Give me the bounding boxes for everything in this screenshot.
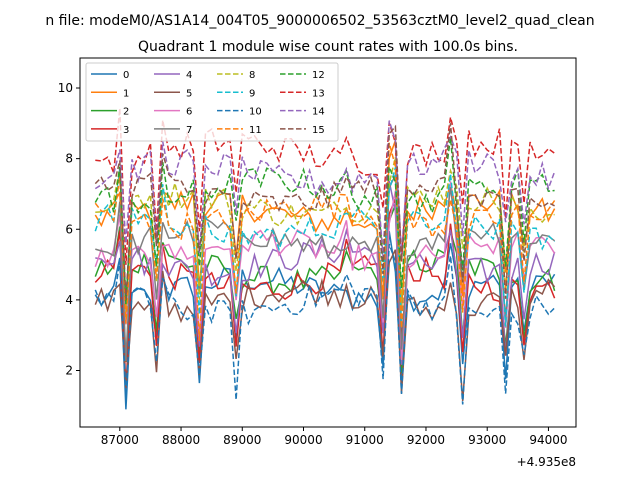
series-line-11 bbox=[94, 142, 556, 342]
legend-label-14: 14 bbox=[312, 107, 325, 118]
legend-box bbox=[85, 62, 339, 142]
series-line-0 bbox=[94, 230, 556, 410]
series-line-15 bbox=[94, 123, 555, 300]
x-tick-label: 94000 bbox=[529, 433, 567, 447]
legend-label-5: 5 bbox=[186, 88, 192, 99]
legend-label-10: 10 bbox=[249, 107, 262, 118]
legend-label-7: 7 bbox=[186, 125, 192, 136]
x-tick-label: 90000 bbox=[284, 433, 322, 447]
x-tick-label: 89000 bbox=[223, 433, 261, 447]
legend-label-13: 13 bbox=[312, 88, 325, 99]
chart-title: Quadrant 1 module wise count rates with … bbox=[138, 39, 518, 55]
x-tick-label: 93000 bbox=[468, 433, 506, 447]
x-tick-label: 92000 bbox=[407, 433, 445, 447]
series-line-13 bbox=[95, 108, 556, 265]
legend-label-12: 12 bbox=[312, 70, 325, 81]
series-line-5 bbox=[94, 249, 556, 402]
x-tick-label: 87000 bbox=[101, 433, 139, 447]
x-offset-label: +4.935e8 bbox=[517, 455, 576, 469]
x-tick-label: 91000 bbox=[346, 433, 384, 447]
legend-label-8: 8 bbox=[249, 70, 255, 81]
legend-label-15: 15 bbox=[312, 125, 325, 136]
y-tick-label: 8 bbox=[65, 152, 73, 166]
legend-label-0: 0 bbox=[123, 70, 129, 81]
series-line-7 bbox=[95, 174, 556, 362]
x-tick-label: 88000 bbox=[162, 433, 200, 447]
plot-lines bbox=[94, 108, 556, 410]
legend-label-9: 9 bbox=[249, 88, 255, 99]
series-line-14 bbox=[94, 120, 556, 258]
series-line-10 bbox=[94, 243, 556, 405]
y-tick-label: 10 bbox=[58, 81, 73, 95]
legend-label-1: 1 bbox=[123, 88, 129, 99]
x-axis: 87000 88000 89000 90000 91000 92000 93000 94000 bbox=[101, 427, 568, 447]
legend-label-6: 6 bbox=[186, 107, 192, 118]
y-axis: 2 4 6 8 10 bbox=[58, 81, 80, 378]
y-tick-label: 6 bbox=[65, 222, 73, 236]
legend-label-4: 4 bbox=[186, 70, 192, 81]
y-tick-label: 2 bbox=[65, 364, 73, 378]
series-line-3 bbox=[94, 198, 556, 389]
series-line-2 bbox=[94, 204, 556, 374]
legend-label-11: 11 bbox=[249, 125, 262, 136]
y-tick-label: 4 bbox=[65, 293, 73, 307]
axes-frame bbox=[79, 57, 577, 428]
series-line-12 bbox=[94, 137, 555, 305]
suptitle: n file: modeM0/AS1A14_004T05_9000006502_… bbox=[45, 13, 594, 29]
legend-label-3: 3 bbox=[123, 125, 129, 136]
legend-label-2: 2 bbox=[123, 107, 129, 118]
series-line-8 bbox=[95, 157, 555, 313]
